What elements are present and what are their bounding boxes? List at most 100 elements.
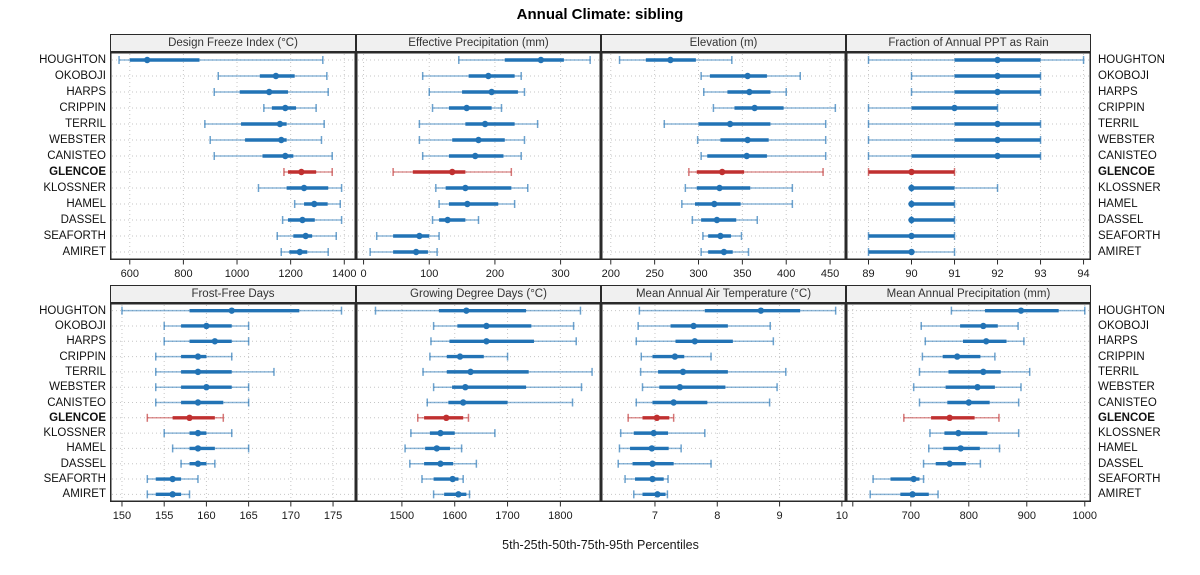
chart-title: Annual Climate: sibling [516, 6, 684, 23]
site-label: SEAFORTH [1098, 473, 1161, 486]
svg-text:800: 800 [174, 268, 192, 280]
panel-frost-free-days: 150 155 160 165 170 175 [110, 303, 356, 522]
panel-fraction-ppt-rain: 89 90 91 92 93 94 [846, 52, 1091, 280]
site-labels-right-top: HOUGHTON OKOBOJI HARPS CRIPPIN TERRIL WEBSTER… [1098, 52, 1200, 260]
panel-mean-annual-air-temperature: 7 8 9 10 [601, 303, 848, 522]
svg-text:450: 450 [821, 268, 839, 280]
svg-text:9: 9 [777, 510, 783, 522]
svg-text:300: 300 [551, 268, 569, 280]
site-label: OKOBOJI [1098, 70, 1150, 82]
panel-strip-effective-precipitation: Effective Precipitation (mm) [356, 34, 601, 52]
site-label: HOUGHTON [39, 304, 106, 317]
panel-effective-precipitation: 0 100 200 300 [356, 52, 601, 280]
site-label: WEBSTER [1098, 381, 1155, 394]
site-label: HARPS [1098, 335, 1138, 348]
svg-text:92: 92 [991, 268, 1003, 280]
site-label: CANISTEO [47, 396, 106, 409]
site-label: CANISTEO [1098, 396, 1157, 409]
site-label: GLENCOE [1098, 411, 1155, 424]
panel-strip-mean-annual-precipitation: Mean Annual Precipitation (mm) [846, 285, 1091, 303]
site-label: GLENCOE [1098, 166, 1155, 178]
panel-strip-mean-annual-air-temperature: Mean Annual Air Temperature (°C) [601, 285, 846, 303]
panel-elevation: 200 250 300 350 400 450 [601, 52, 846, 280]
svg-text:8: 8 [714, 510, 720, 522]
site-label: GLENCOE [49, 411, 106, 424]
svg-text:165: 165 [239, 510, 257, 522]
site-label: HOUGHTON [39, 54, 106, 66]
panel-mean-annual-precipitation: 700 800 900 1000 [846, 303, 1097, 522]
site-label: SEAFORTH [1098, 230, 1161, 242]
panel-growing-degree-days: 1500 1600 1700 1800 [356, 303, 601, 522]
site-label: KLOSSNER [1098, 427, 1161, 440]
site-label: OKOBOJI [54, 70, 106, 82]
svg-text:1700: 1700 [495, 510, 519, 522]
site-label: SEAFORTH [43, 473, 106, 486]
svg-text:170: 170 [282, 510, 300, 522]
svg-text:250: 250 [645, 268, 663, 280]
panel-strip-design-freeze-index: Design Freeze Index (°C) [110, 34, 356, 52]
site-label: GLENCOE [49, 166, 106, 178]
site-label: KLOSSNER [1098, 182, 1161, 194]
svg-text:200: 200 [486, 268, 504, 280]
site-label: TERRIL [1098, 365, 1139, 378]
site-label: HOUGHTON [1098, 54, 1165, 66]
site-label: KLOSSNER [43, 427, 106, 440]
svg-text:150: 150 [113, 510, 131, 522]
svg-text:1800: 1800 [548, 510, 572, 522]
site-label: HARPS [66, 335, 106, 348]
svg-text:93: 93 [1034, 268, 1046, 280]
svg-text:10: 10 [836, 510, 848, 522]
site-label: DASSEL [60, 214, 106, 226]
svg-text:155: 155 [155, 510, 173, 522]
site-label: AMIRET [1098, 488, 1142, 501]
site-label: CRIPPIN [1098, 350, 1145, 363]
svg-text:1500: 1500 [390, 510, 414, 522]
svg-text:1000: 1000 [225, 268, 249, 280]
panel-strip-fraction-ppt-rain: Fraction of Annual PPT as Rain [846, 34, 1091, 52]
site-label: DASSEL [1098, 214, 1144, 226]
site-label: SEAFORTH [43, 230, 106, 242]
svg-text:90: 90 [905, 268, 917, 280]
svg-text:1400: 1400 [332, 268, 356, 280]
site-label: HAMEL [66, 198, 106, 210]
svg-text:300: 300 [689, 268, 707, 280]
panel-design-freeze-index: 600 800 1000 1200 1400 [110, 52, 357, 280]
svg-text:800: 800 [960, 510, 978, 522]
svg-text:700: 700 [902, 510, 920, 522]
site-labels-right-bottom: HOUGHTON OKOBOJI HARPS CRIPPIN TERRIL WEBSTER… [1098, 303, 1200, 502]
site-label: CRIPPIN [59, 102, 106, 114]
site-label: CRIPPIN [59, 350, 106, 363]
svg-text:0: 0 [361, 268, 367, 280]
site-label: HAMEL [1098, 442, 1138, 455]
site-label: OKOBOJI [54, 319, 106, 332]
site-label: WEBSTER [49, 381, 106, 394]
svg-text:89: 89 [862, 268, 874, 280]
x-axis-label: 5th-25th-50th-75th-95th Percentiles [502, 538, 699, 552]
svg-text:100: 100 [420, 268, 438, 280]
site-label: HARPS [66, 86, 106, 98]
site-label: KLOSSNER [43, 182, 106, 194]
panel-strip-growing-degree-days: Growing Degree Days (°C) [356, 285, 601, 303]
svg-text:91: 91 [948, 268, 960, 280]
svg-text:400: 400 [777, 268, 795, 280]
site-label: WEBSTER [1098, 134, 1155, 146]
svg-text:160: 160 [197, 510, 215, 522]
site-labels-left-bottom: HOUGHTON OKOBOJI HARPS CRIPPIN TERRIL WEBSTER… [2, 303, 106, 502]
svg-text:7: 7 [652, 510, 658, 522]
site-label: TERRIL [65, 365, 106, 378]
site-label: TERRIL [65, 118, 106, 130]
site-label: CANISTEO [1098, 150, 1157, 162]
svg-text:175: 175 [324, 510, 342, 522]
panel-strip-elevation: Elevation (m) [601, 34, 846, 52]
site-label: HARPS [1098, 86, 1138, 98]
svg-text:1600: 1600 [442, 510, 466, 522]
site-label: WEBSTER [49, 134, 106, 146]
site-label: CRIPPIN [1098, 102, 1145, 114]
site-label: DASSEL [60, 457, 106, 470]
site-label: AMIRET [1098, 246, 1142, 258]
site-label: HAMEL [66, 442, 106, 455]
svg-text:200: 200 [602, 268, 620, 280]
svg-text:900: 900 [1018, 510, 1036, 522]
site-label: HAMEL [1098, 198, 1138, 210]
